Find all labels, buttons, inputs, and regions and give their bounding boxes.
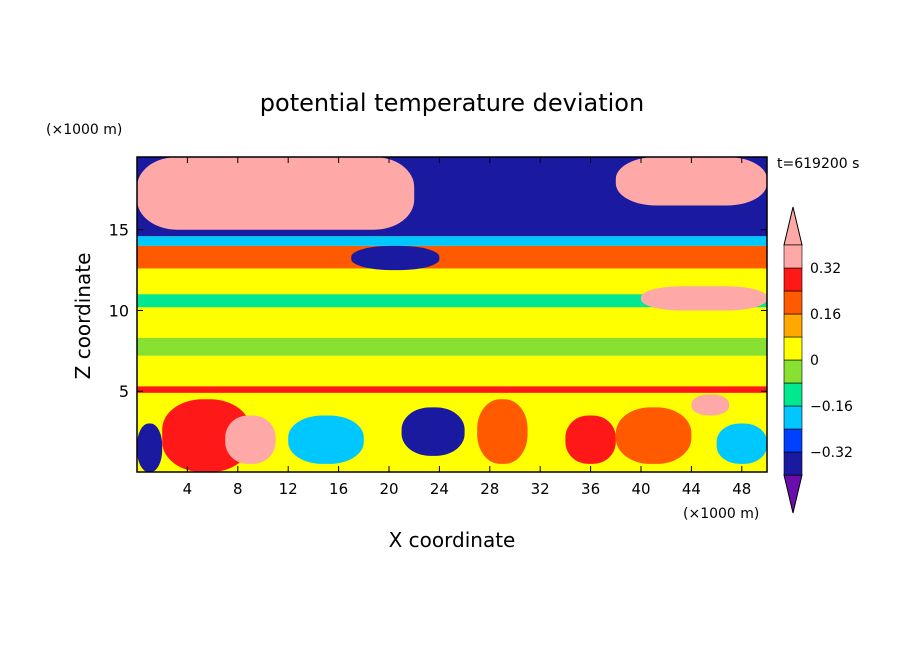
heatmap-region-3 (137, 294, 767, 308)
x-tick-label: 20 (379, 480, 398, 498)
x-tick-label: 24 (430, 480, 449, 498)
colorbar-extend-bottom (783, 474, 803, 514)
colorbar-band (783, 336, 803, 361)
x-tick-label: 28 (480, 480, 499, 498)
y-tick-label: 15 (109, 221, 129, 240)
heatmap-region-11 (351, 245, 440, 271)
x-tick-label: 12 (279, 480, 298, 498)
colorbar-band (783, 244, 803, 269)
chart-title: potential temperature deviation (260, 89, 644, 117)
colorbar: 0.32 0.16 0 −0.16 −0.32 (783, 206, 853, 514)
y-unit-label: (×1000 m) (46, 122, 122, 138)
x-tick-label: 16 (329, 480, 348, 498)
heatmap-region-2 (137, 245, 767, 269)
heatmap-region-7 (137, 236, 767, 246)
x-unit-label: (×1000 m) (683, 506, 759, 522)
x-tick-label: 32 (531, 480, 550, 498)
x-axis-label: X coordinate (389, 528, 516, 552)
x-tick-label: 40 (631, 480, 650, 498)
x-tick-label: 36 (581, 480, 600, 498)
colorbar-band (783, 451, 803, 476)
colorbar-tick-label: −0.32 (810, 445, 853, 461)
x-tick-label: 8 (233, 480, 243, 498)
colorbar-tick-label: 0.32 (810, 261, 841, 277)
plot-frame (136, 156, 768, 473)
heatmap-region-17 (401, 407, 465, 456)
time-label: t=619200 s (777, 156, 859, 172)
heatmap-region-16 (288, 415, 364, 464)
x-axis: 4 8 12 16 20 24 28 32 36 40 44 48 (183, 157, 751, 498)
heatmap-region-10 (615, 157, 767, 206)
colorbar-band (783, 382, 803, 407)
heatmap-region-14 (162, 399, 251, 472)
heatmap-region-22 (716, 423, 767, 464)
colorbar-tick-label: 0 (810, 353, 819, 369)
colorbar-band (783, 290, 803, 315)
colorbar-band (783, 428, 803, 453)
heatmap-region-20 (615, 407, 692, 464)
x-tick-label: 48 (732, 480, 751, 498)
colorbar-band (783, 313, 803, 338)
colorbar-band (783, 359, 803, 384)
colorbar-extend-top (783, 206, 803, 246)
heatmap-region-4 (137, 337, 767, 356)
colorbar-tick-label: −0.16 (810, 399, 853, 415)
y-tick-label: 10 (109, 301, 129, 320)
colorbar-band (783, 267, 803, 292)
x-tick-label: 4 (183, 480, 193, 498)
heatmap-region-18 (477, 399, 528, 464)
heatmap-region-15 (225, 415, 276, 464)
heatmap-region-19 (565, 415, 616, 464)
heatmap-field (137, 157, 767, 472)
heatmap-region-13 (137, 423, 163, 472)
colorbar-band (783, 405, 803, 430)
y-axis-label: Z coordinate (71, 253, 95, 380)
heatmap-region-6 (137, 386, 767, 393)
y-tick-label: 5 (119, 382, 129, 401)
heatmap-region-21 (691, 394, 730, 416)
heatmap-region-12 (641, 286, 767, 311)
x-tick-label: 44 (682, 480, 701, 498)
colorbar-tick-label: 0.16 (810, 307, 841, 323)
heatmap-region-9 (137, 157, 415, 230)
y-axis: 5 10 15 (109, 221, 767, 401)
